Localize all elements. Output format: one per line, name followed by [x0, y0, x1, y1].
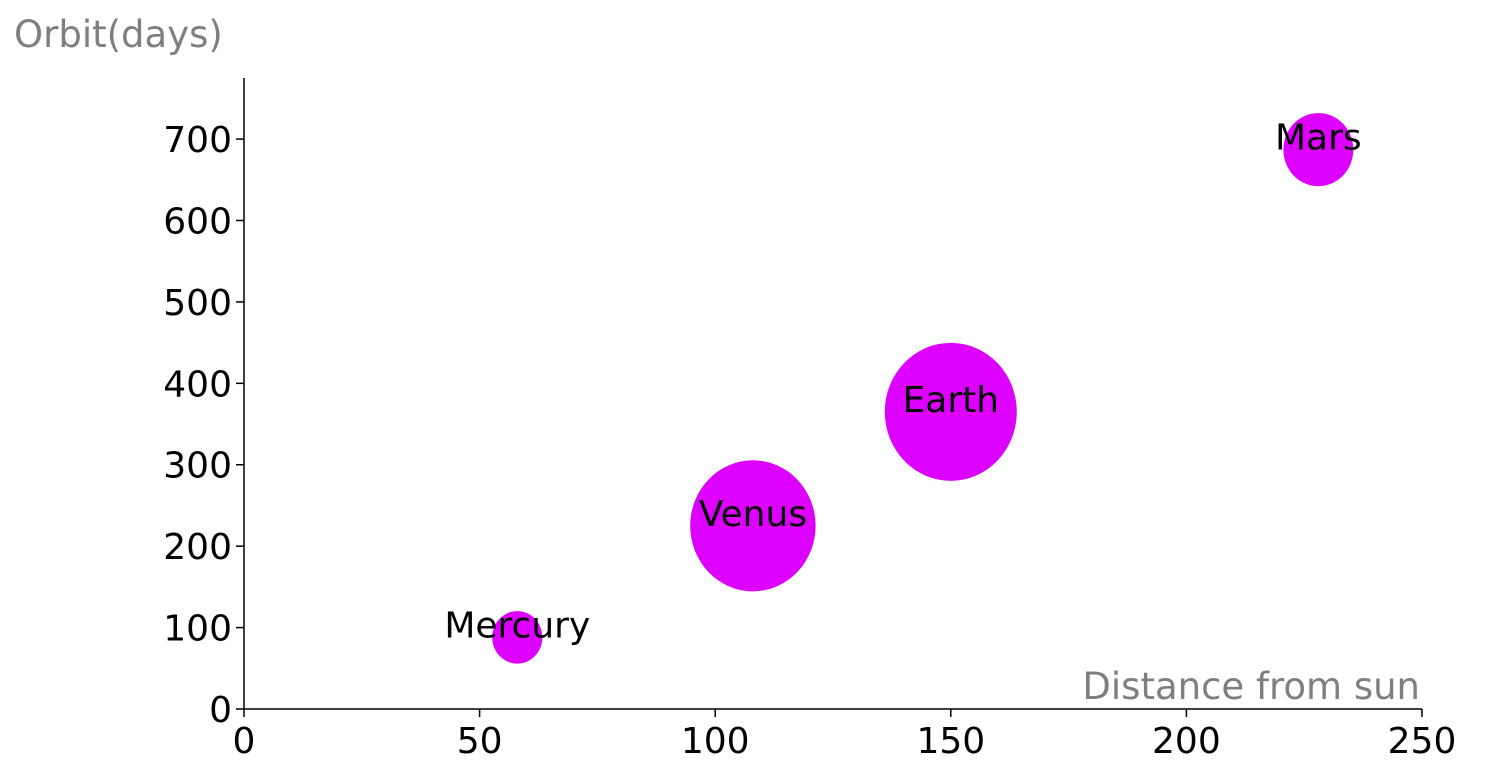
- y-tick-label: 400: [163, 364, 232, 405]
- y-tick-label: 700: [163, 120, 232, 161]
- bubble-earth: [884, 342, 1017, 481]
- bubble-label-mars: Mars: [1275, 118, 1362, 159]
- y-tick-label: 200: [163, 527, 232, 568]
- bubble-label-mercury: Mercury: [444, 605, 590, 646]
- x-axis-ticks: 0 50 100 150 200 250: [233, 709, 1457, 762]
- y-tick-label: 300: [163, 446, 232, 487]
- y-tick-label: 500: [163, 283, 232, 324]
- bubble-layer: [492, 113, 1354, 664]
- x-tick-label: 100: [681, 721, 750, 762]
- y-axis-ticks: 0 100 200 300 400 500 600 700: [163, 120, 244, 731]
- y-tick-label: 100: [163, 609, 232, 650]
- x-tick-label: 200: [1152, 721, 1221, 762]
- bubble-mars: [1283, 113, 1354, 187]
- bubble-venus: [690, 460, 816, 592]
- y-axis-title: Orbit(days): [14, 13, 223, 56]
- bubble-label-layer: Mercury Venus Earth Mars: [444, 118, 1361, 647]
- x-tick-label: 250: [1388, 721, 1457, 762]
- x-tick-label: 150: [916, 721, 985, 762]
- bubble-mercury: [492, 611, 543, 664]
- x-tick-label: 0: [233, 721, 256, 762]
- y-tick-label: 0: [209, 690, 232, 731]
- x-axis-title: Distance from sun: [1082, 665, 1420, 708]
- bubble-label-venus: Venus: [699, 494, 807, 535]
- bubble-label-earth: Earth: [903, 380, 1000, 421]
- x-tick-label: 50: [457, 721, 503, 762]
- y-tick-label: 600: [163, 201, 232, 242]
